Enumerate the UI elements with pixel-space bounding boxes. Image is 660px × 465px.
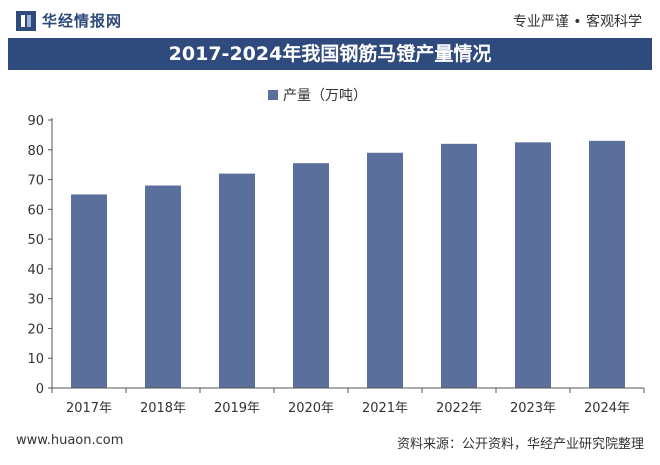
bar xyxy=(367,152,403,388)
bar xyxy=(293,163,329,388)
x-tick-label: 2019年 xyxy=(214,401,260,416)
x-axis: 2017年 2018年 2019年 2020年 2021年 2022年 2023年 2024年 xyxy=(51,387,645,416)
bar xyxy=(71,194,107,388)
footer: www.huaon.com 资料来源：公开资料，华经产业研究院整理 xyxy=(0,428,660,458)
bar xyxy=(145,185,181,388)
header: 华经情报网 专业严谨 • 客观科学 xyxy=(0,0,660,40)
x-tick-label: 2022年 xyxy=(436,401,482,416)
title-bar: 2017-2024年我国钢筋马镫产量情况 xyxy=(8,38,652,70)
bar xyxy=(515,142,551,388)
x-tick-label: 2021年 xyxy=(362,401,408,416)
legend: 产量（万吨） xyxy=(268,88,367,104)
chart-title: 2017-2024年我国钢筋马镫产量情况 xyxy=(168,43,492,65)
x-tick-label: 2024年 xyxy=(584,401,630,416)
y-tick-label: 70 xyxy=(27,174,44,189)
legend-label: 产量（万吨） xyxy=(283,88,367,104)
y-tick-label: 30 xyxy=(27,293,44,308)
y-tick-label: 10 xyxy=(27,352,44,367)
x-tick-label: 2017年 xyxy=(66,401,112,416)
y-tick-label: 80 xyxy=(27,144,44,159)
brand[interactable]: 华经情报网 xyxy=(16,10,122,31)
y-tick-label: 40 xyxy=(27,263,44,278)
bar xyxy=(589,140,625,388)
y-tick-label: 90 xyxy=(27,114,44,129)
legend-swatch xyxy=(268,90,278,100)
y-axis: 0 10 20 30 40 50 60 70 80 90 xyxy=(27,114,53,397)
footer-source: 资料来源：公开资料，华经产业研究院整理 xyxy=(396,437,644,452)
x-tick-label: 2023年 xyxy=(510,401,556,416)
y-tick-label: 0 xyxy=(36,382,44,397)
y-tick-label: 20 xyxy=(27,322,44,337)
bar xyxy=(441,143,477,388)
footer-url[interactable]: www.huaon.com xyxy=(16,433,124,448)
brand-logo-icon xyxy=(16,10,36,31)
bars xyxy=(71,140,625,388)
brand-name: 华经情报网 xyxy=(42,12,123,30)
x-tick-label: 2020年 xyxy=(288,401,334,416)
x-tick-label: 2018年 xyxy=(140,401,186,416)
y-tick-label: 60 xyxy=(27,203,44,218)
y-tick-label: 50 xyxy=(27,233,44,248)
slogan: 专业严谨 • 客观科学 xyxy=(512,14,642,30)
bar xyxy=(219,173,255,388)
